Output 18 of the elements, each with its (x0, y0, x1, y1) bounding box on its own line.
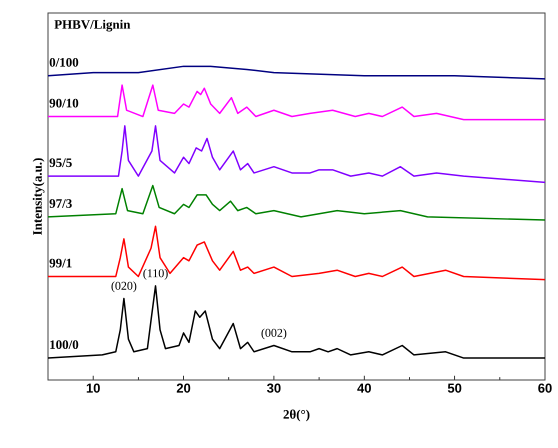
series-label: 95/5 (50, 158, 72, 168)
annotation: (110) (143, 268, 168, 280)
x-tick-label: 60 (538, 384, 552, 393)
series-label: 100/0 (50, 340, 78, 350)
x-tick-label: 20 (176, 384, 190, 393)
legend-title: PHBV/Lignin (54, 20, 130, 32)
x-axis-title: 2θ(°) (284, 410, 310, 422)
annotation: (020) (111, 281, 136, 292)
annotation: (002) (261, 328, 286, 340)
x-tick-label: 40 (357, 384, 371, 393)
x-tick-label: 10 (86, 384, 100, 393)
series-label: 0/100 (50, 58, 78, 67)
series-label: 99/1 (50, 258, 72, 268)
x-tick-label: 50 (448, 384, 462, 393)
series-label: 90/10 (50, 98, 78, 108)
y-axis-title: Intensity(a.u.) (32, 158, 44, 235)
x-tick-label: 30 (267, 384, 281, 393)
series-label: 97/3 (50, 199, 72, 208)
